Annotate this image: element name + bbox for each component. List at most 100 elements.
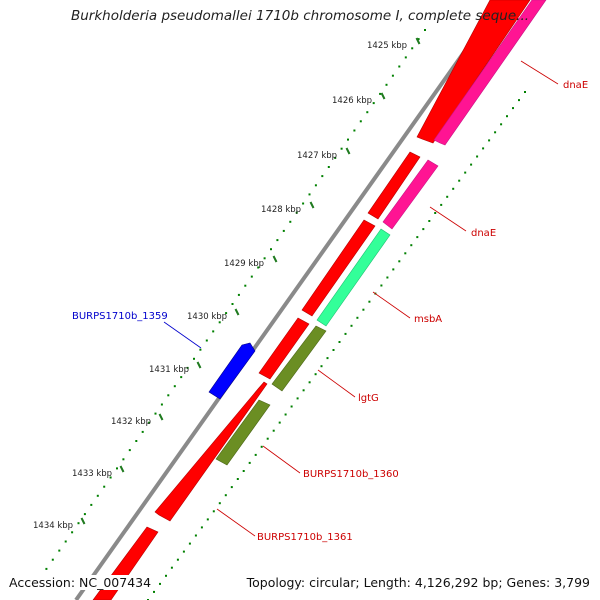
inner-track-dot xyxy=(218,502,221,505)
inner-track-dot xyxy=(176,558,179,561)
ruler-major-tick xyxy=(345,147,351,155)
gene-label-dnaE-1[interactable]: dnaE xyxy=(563,80,588,91)
ruler-label-1430: 1430 kbp xyxy=(187,312,227,322)
inner-track-dot xyxy=(338,341,341,343)
ruler-dot xyxy=(321,175,324,178)
cds-segment-2[interactable] xyxy=(367,151,421,220)
inner-track-dot xyxy=(458,179,461,182)
gene-labels: dnaE dnaE msbA lgtG BURPS1710b_1360 BURP… xyxy=(72,80,588,543)
msbA-feature[interactable] xyxy=(316,228,391,327)
inner-track-dot xyxy=(470,163,473,166)
inner-track-dot xyxy=(506,115,508,118)
ruler-dot xyxy=(160,403,163,406)
ruler-dot xyxy=(391,74,394,77)
inner-track-dot xyxy=(284,413,287,416)
inner-track-dot xyxy=(452,187,455,190)
inner-track-dot xyxy=(159,582,161,585)
ruler-dot xyxy=(148,421,151,424)
cds-segment-3[interactable] xyxy=(301,219,376,317)
ruler-dot xyxy=(379,92,382,95)
ruler-dot xyxy=(116,467,118,470)
gene-label-burps1710b-1360[interactable]: BURPS1710b_1360 xyxy=(303,469,399,480)
cds-segment-4[interactable] xyxy=(258,317,310,380)
accession-label: Accession: NC_007434 xyxy=(9,575,154,590)
inner-track-dot xyxy=(320,365,323,368)
ruler-dot xyxy=(212,330,215,333)
inner-track-dot xyxy=(362,308,365,311)
feature-track xyxy=(92,0,547,600)
cds-segment-5[interactable] xyxy=(154,381,268,522)
dnaE-feature-a[interactable] xyxy=(433,0,547,146)
lgtG-feature[interactable] xyxy=(271,325,327,392)
ruler-major-tick xyxy=(119,465,125,473)
ruler-dot xyxy=(51,558,54,561)
ruler-dot xyxy=(225,312,228,315)
inner-track-dot xyxy=(380,284,383,287)
cds-segment-1[interactable] xyxy=(416,0,531,144)
ruler-dot xyxy=(359,120,362,123)
inner-track-dot xyxy=(188,542,191,545)
ruler-dot xyxy=(347,138,349,141)
inner-track-dot xyxy=(254,453,257,456)
gene-label-lgtG[interactable]: lgtG xyxy=(358,393,379,404)
ruler-dot xyxy=(103,485,106,488)
inner-track-dot xyxy=(194,534,197,537)
ruler-dot xyxy=(128,449,131,452)
inner-track-dot xyxy=(392,268,395,271)
ruler-dot xyxy=(186,366,189,369)
gene-label-dnaE-2[interactable]: dnaE xyxy=(471,228,496,239)
inner-track-dot xyxy=(488,139,491,142)
ruler-dot xyxy=(308,193,311,196)
inner-track-dot xyxy=(494,131,497,134)
inner-track-dot xyxy=(182,550,185,553)
ruler-dot xyxy=(109,476,112,479)
inner-track-dot xyxy=(416,236,419,239)
ruler-dot xyxy=(193,357,195,360)
ruler-label-1425: 1425 kbp xyxy=(367,41,407,51)
ruler-dot xyxy=(244,284,247,287)
topology-summary: Topology: circular; Length: 4,126,292 bp… xyxy=(244,575,590,590)
label-leaders xyxy=(163,60,559,537)
inner-track-dot xyxy=(410,244,413,247)
gene-label-burps1710b-1359[interactable]: BURPS1710b_1359 xyxy=(72,311,168,322)
inner-track-dot xyxy=(248,461,251,464)
inner-track-dot xyxy=(302,389,305,392)
inner-track-dot xyxy=(446,195,449,198)
ruler-dot xyxy=(64,540,67,543)
inner-track-dot xyxy=(500,123,503,126)
ruler-dot xyxy=(424,29,426,31)
coordinate-ruler xyxy=(39,29,526,600)
ruler-dot xyxy=(71,531,74,534)
inner-track-dot xyxy=(224,494,227,497)
ruler-label-1434: 1434 kbp xyxy=(33,521,73,531)
ruler-dot xyxy=(302,202,305,205)
inner-track-dot xyxy=(326,357,329,360)
inner-track-dot xyxy=(314,373,317,376)
dnaE-feature-b[interactable] xyxy=(382,159,439,230)
ruler-label-1433: 1433 kbp xyxy=(72,469,112,479)
inner-track-dot xyxy=(344,332,347,335)
inner-track-dot xyxy=(290,405,293,408)
inner-track-dot xyxy=(206,518,209,521)
ruler-label-1431: 1431 kbp xyxy=(149,365,189,375)
ruler-dot xyxy=(96,494,99,497)
ruler-dot xyxy=(250,275,253,278)
inner-track-dot xyxy=(266,437,269,440)
ruler-dot xyxy=(135,440,138,442)
ruler-dot xyxy=(289,220,292,223)
burps1710b-1360-feature[interactable] xyxy=(215,399,271,466)
ruler-dot xyxy=(199,348,202,351)
ruler-dot xyxy=(173,385,176,388)
inner-track-dot xyxy=(272,429,275,432)
gene-label-msbA[interactable]: msbA xyxy=(414,314,442,325)
ruler-dot xyxy=(404,56,407,59)
ruler-dot xyxy=(327,166,330,168)
ruler-dot xyxy=(353,129,356,132)
gene-label-burps1710b-1361[interactable]: BURPS1710b_1361 xyxy=(257,532,353,543)
ruler-dot xyxy=(334,156,337,159)
ruler-dot xyxy=(270,248,272,251)
ruler-dot xyxy=(90,503,93,506)
inner-track-dot xyxy=(260,445,263,448)
ruler-dot xyxy=(237,293,240,296)
burps1710b-1359-feature[interactable] xyxy=(208,342,256,400)
